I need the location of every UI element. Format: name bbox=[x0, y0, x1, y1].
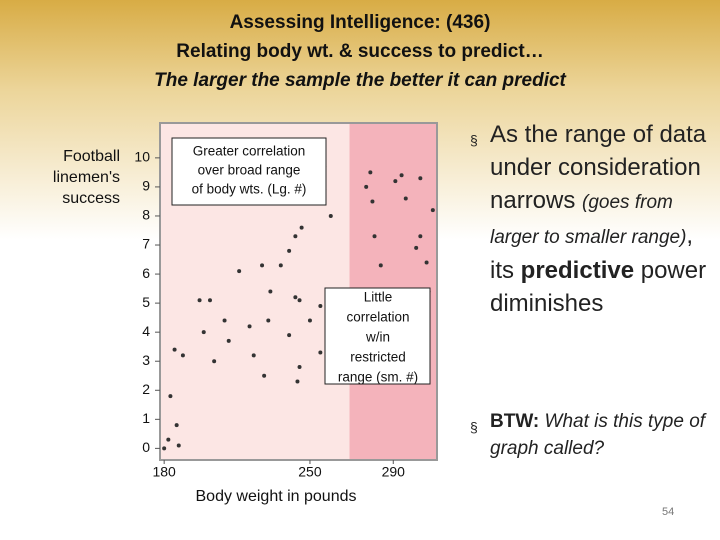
bullet-text: , its bbox=[490, 222, 694, 284]
bullet-text: power diminishes bbox=[490, 257, 707, 317]
point bbox=[237, 269, 242, 274]
point bbox=[260, 263, 265, 268]
annotation-text: w/in bbox=[365, 330, 390, 345]
point bbox=[378, 263, 383, 268]
point bbox=[418, 176, 423, 181]
point bbox=[372, 234, 377, 239]
point bbox=[297, 298, 302, 303]
point bbox=[414, 245, 419, 250]
bullet-text: As the range of data under consideration… bbox=[490, 121, 707, 214]
point bbox=[180, 353, 185, 358]
annotation-box bbox=[324, 287, 431, 385]
point bbox=[403, 196, 408, 201]
point bbox=[287, 333, 292, 338]
annotation-text: of body wts. (Lg. #) bbox=[192, 182, 307, 197]
y-tick-label: 7 bbox=[142, 236, 150, 252]
point bbox=[247, 324, 252, 329]
annotation-box bbox=[171, 137, 327, 206]
y-tick-label: 2 bbox=[142, 381, 150, 397]
point bbox=[370, 199, 375, 204]
point bbox=[328, 213, 333, 218]
x-tick-label: 180 bbox=[152, 464, 176, 480]
point bbox=[424, 260, 429, 265]
point bbox=[201, 330, 206, 335]
bullet-marker: § bbox=[470, 419, 478, 435]
x-tick-label: 290 bbox=[382, 464, 406, 480]
point bbox=[393, 179, 398, 184]
point bbox=[207, 298, 212, 303]
page-number: 54 bbox=[662, 506, 675, 518]
y-tick-label: 3 bbox=[142, 352, 150, 368]
y-tick-label: 0 bbox=[142, 439, 150, 455]
y-tick-label: 8 bbox=[142, 207, 150, 223]
point bbox=[295, 379, 300, 384]
chart: 0 1 2 3 4 5 6 7 8 9 10 180 250 290 Football linemen's su… bbox=[53, 122, 438, 505]
annotation-text: range (sm. #) bbox=[338, 370, 418, 385]
bullet: § As the range of data under considerati… bbox=[470, 118, 715, 320]
point bbox=[299, 225, 304, 230]
point bbox=[368, 170, 373, 175]
title-line: The larger the sample the better it can … bbox=[154, 70, 566, 91]
y-tick-label: 1 bbox=[142, 410, 150, 426]
point bbox=[297, 365, 302, 370]
bullet: § BTW: What is this type of graph called… bbox=[470, 408, 720, 462]
annotation-text: Little bbox=[364, 290, 393, 305]
point bbox=[222, 318, 227, 323]
point bbox=[168, 394, 173, 399]
point bbox=[278, 263, 283, 268]
point bbox=[293, 295, 298, 300]
point bbox=[266, 318, 271, 323]
point bbox=[212, 359, 217, 364]
point bbox=[172, 347, 177, 352]
slide-title: Assessing Intelligence: (436) Relating b… bbox=[0, 8, 720, 95]
point bbox=[318, 350, 323, 355]
annotation-text: correlation bbox=[346, 310, 409, 325]
title-line: Assessing Intelligence: (436) bbox=[229, 12, 491, 33]
y-tick-label: 4 bbox=[142, 323, 150, 339]
y-tick-label: 10 bbox=[134, 149, 150, 165]
point bbox=[293, 234, 298, 239]
point bbox=[174, 423, 179, 428]
x-axis-label: Body weight in pounds bbox=[196, 488, 357, 505]
point bbox=[430, 208, 435, 213]
point bbox=[399, 173, 404, 178]
point bbox=[162, 446, 167, 451]
point bbox=[418, 234, 423, 239]
y-axis-label: Football bbox=[63, 148, 120, 165]
y-tick-label: 9 bbox=[142, 178, 150, 194]
point bbox=[287, 248, 292, 253]
point bbox=[318, 304, 323, 309]
bullet-text: (goes from larger to smaller range) bbox=[490, 192, 687, 248]
bullet-marker: § bbox=[470, 132, 478, 148]
point bbox=[268, 289, 273, 294]
annotation-text: Greater correlation bbox=[193, 144, 306, 159]
point bbox=[176, 443, 181, 448]
bullet-text: BTW: bbox=[490, 411, 540, 432]
y-tick-label: 5 bbox=[142, 294, 150, 310]
point bbox=[166, 437, 171, 442]
plot-border bbox=[159, 122, 438, 461]
annotation-text: restricted bbox=[350, 350, 406, 365]
point bbox=[251, 353, 256, 358]
y-axis-label: linemen's bbox=[53, 169, 120, 186]
y-axis-label: success bbox=[62, 190, 120, 207]
x-tick-label: 250 bbox=[298, 464, 322, 480]
point bbox=[364, 184, 369, 189]
point bbox=[307, 318, 312, 323]
point bbox=[226, 338, 231, 343]
bullet-text: What is this type of graph called? bbox=[490, 411, 706, 459]
bullet-text: predictive bbox=[520, 257, 635, 284]
point bbox=[262, 373, 267, 378]
title-line: Relating body wt. & success to predict… bbox=[176, 41, 544, 62]
y-tick-label: 6 bbox=[142, 265, 150, 281]
annotation-text: over broad range bbox=[198, 163, 301, 178]
point bbox=[197, 298, 202, 303]
